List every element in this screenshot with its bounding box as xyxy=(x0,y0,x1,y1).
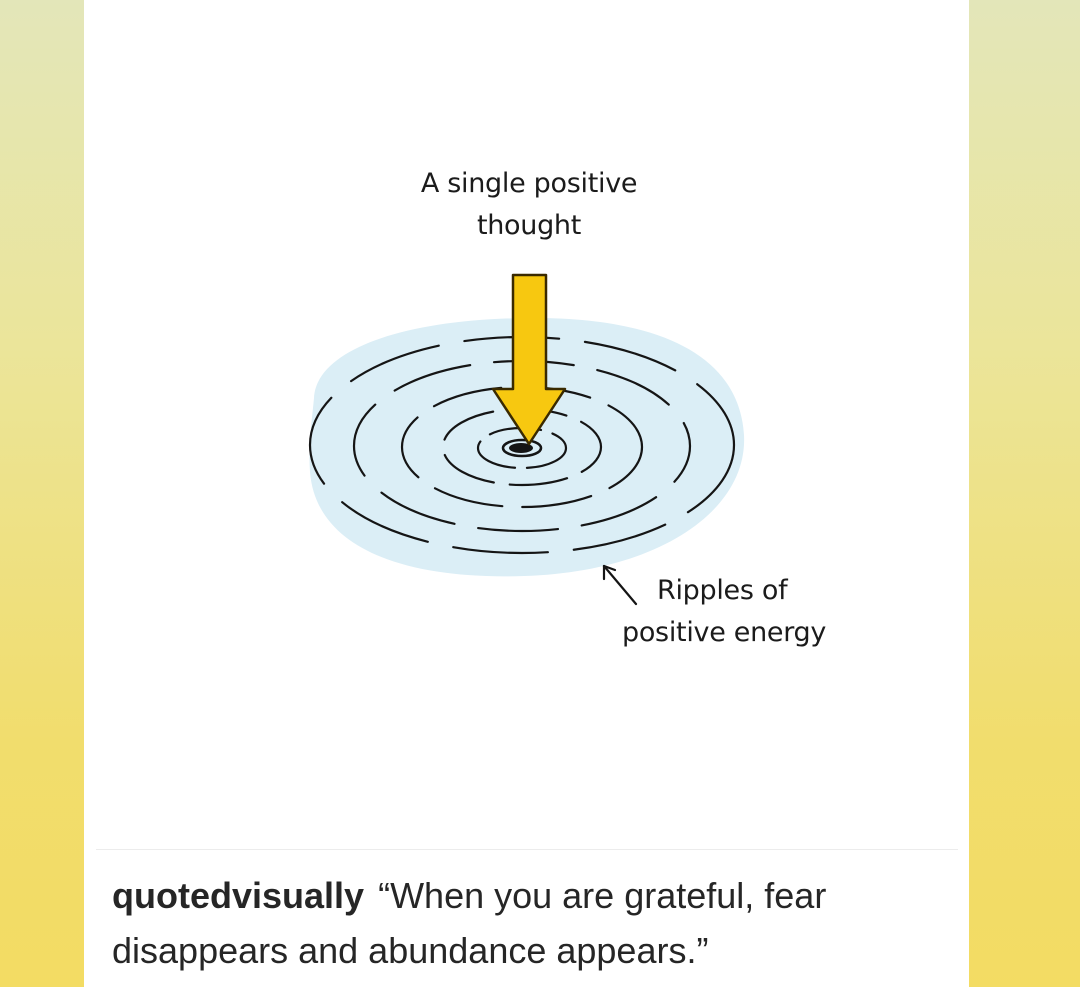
caption-text: “When you are grateful, fear disappears … xyxy=(112,875,827,971)
post-image[interactable]: A single positive thought Ripples of pos… xyxy=(84,0,969,848)
impact-point xyxy=(509,443,533,453)
ripple-label-line-2: positive energy xyxy=(622,617,827,648)
post-card: A single positive thought Ripples of pos… xyxy=(84,0,969,987)
arrow-label: A single positive thought xyxy=(374,163,684,247)
down-arrow-icon xyxy=(491,273,567,446)
pointer-arrow-icon xyxy=(602,564,638,606)
ripple-label-line-1: Ripples of xyxy=(657,575,788,606)
ripple-illustration xyxy=(308,273,745,606)
arrow-label-line-1: A single positive xyxy=(420,168,638,199)
arrow-label-line-2: thought xyxy=(476,210,582,241)
ripple-label: Ripples of positive energy xyxy=(622,570,882,654)
post-caption: quotedvisually “When you are grateful, f… xyxy=(112,868,932,978)
username-link[interactable]: quotedvisually xyxy=(112,875,365,916)
divider xyxy=(96,849,958,850)
